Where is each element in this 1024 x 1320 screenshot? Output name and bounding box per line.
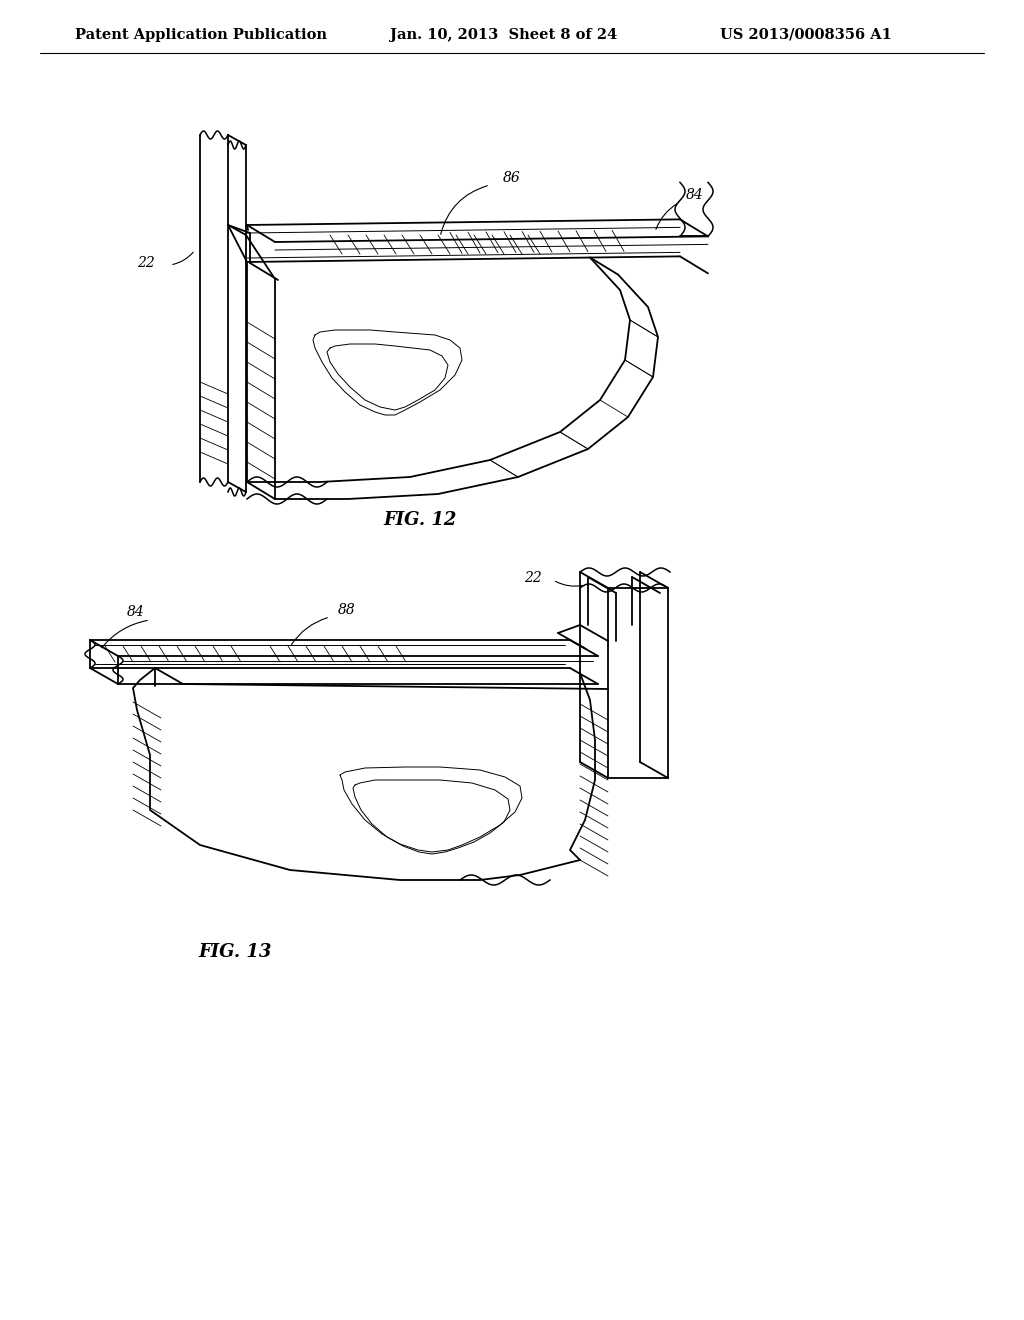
Text: 84: 84 xyxy=(686,187,703,202)
Text: 84: 84 xyxy=(127,605,145,619)
Text: FIG. 13: FIG. 13 xyxy=(199,942,271,961)
Text: 88: 88 xyxy=(338,603,355,616)
Text: Patent Application Publication: Patent Application Publication xyxy=(75,28,327,42)
Text: US 2013/0008356 A1: US 2013/0008356 A1 xyxy=(720,28,892,42)
Text: 22: 22 xyxy=(137,256,155,271)
Text: Jan. 10, 2013  Sheet 8 of 24: Jan. 10, 2013 Sheet 8 of 24 xyxy=(390,28,617,42)
Text: 22: 22 xyxy=(524,572,542,585)
Text: 86: 86 xyxy=(503,172,521,185)
Text: FIG. 12: FIG. 12 xyxy=(383,511,457,529)
